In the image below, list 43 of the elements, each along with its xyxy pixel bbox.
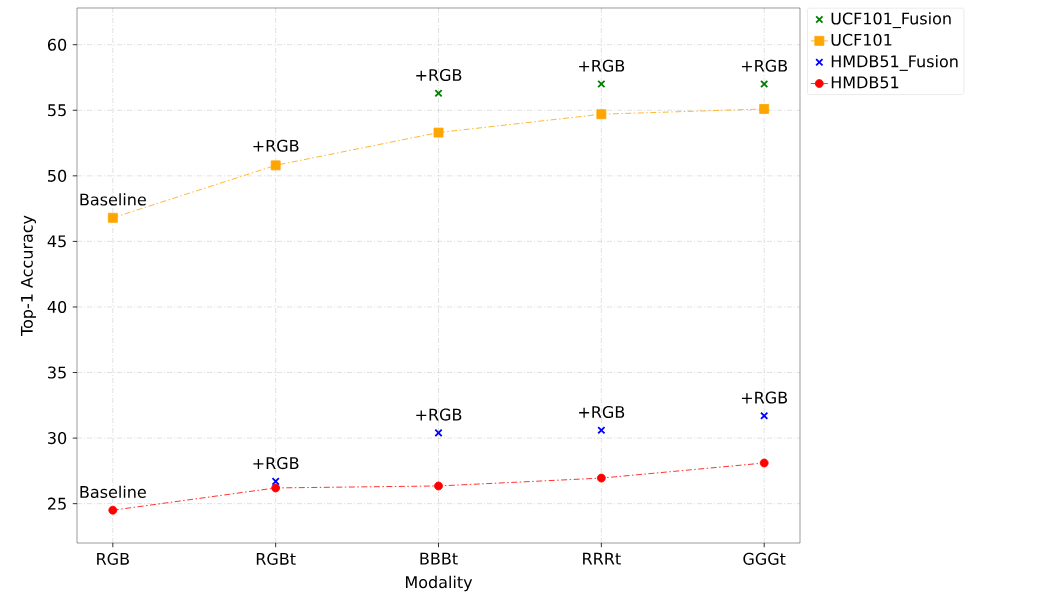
annotation: +RGB [416, 68, 462, 82]
legend-label: UCF101_Fusion [831, 12, 951, 29]
point [107, 212, 118, 223]
point [596, 473, 606, 483]
x-tick-label: GGGt [743, 552, 786, 565]
y-tick-label: 60 [47, 38, 67, 51]
point [759, 458, 769, 468]
legend-label: UCF101 [831, 33, 892, 46]
annotation: +RGB [579, 405, 625, 419]
point [433, 127, 444, 138]
y-tick-label: 35 [48, 366, 66, 379]
annotation: +RGB [741, 59, 788, 72]
annotation: +RGB [579, 59, 625, 72]
annotation: +RGB [253, 139, 299, 152]
x-tick-label: RRRt [583, 552, 621, 565]
legend-label: HMDB51_Fusion [831, 54, 958, 71]
y-tick-label: 40 [47, 300, 67, 314]
point [434, 481, 443, 491]
y-tick-label: 55 [48, 104, 66, 117]
x-axis-title: Modality [405, 575, 473, 592]
point [108, 505, 118, 515]
y-tick-label: 50 [48, 169, 67, 182]
y-tick-label: 30 [48, 432, 67, 445]
y-tick-label: 25 [48, 497, 66, 510]
point [434, 428, 443, 437]
point [434, 89, 443, 98]
legend-label: HMDB51 [831, 76, 899, 89]
point [760, 411, 769, 420]
point [759, 104, 770, 114]
y-tick-label: 45 [47, 235, 66, 248]
point [596, 109, 607, 120]
annotation: +RGB [253, 457, 299, 470]
point [271, 483, 281, 493]
y-axis-title: Top-1 Accuracy [20, 215, 36, 337]
annotation: +RGB [416, 408, 462, 421]
point [270, 160, 281, 171]
x-tick-label: RGB [97, 552, 129, 565]
annotation: +RGB [741, 391, 788, 404]
annotation: Baseline [80, 193, 146, 206]
x-tick-label: BBBt [420, 552, 458, 565]
x-tick-label: RGBt [256, 552, 296, 565]
point [760, 79, 769, 89]
annotation: Baseline [80, 485, 146, 499]
